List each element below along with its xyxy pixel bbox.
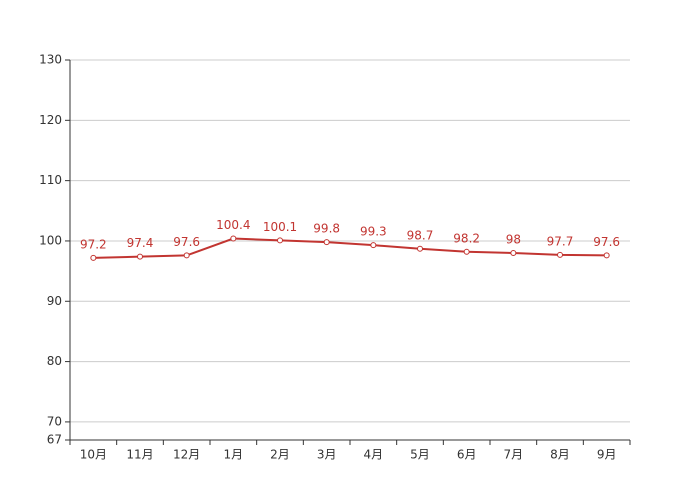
x-tick-label: 3月 [317,448,337,462]
value-label: 97.2 [80,237,107,251]
value-label: 97.7 [547,234,574,248]
x-tick-label: 12月 [173,448,200,462]
y-tick-label: 130 [39,53,62,67]
point [603,252,610,259]
point [323,239,330,246]
value-label: 98.7 [407,228,434,242]
x-tick-label: 2月 [270,448,290,462]
point [463,248,470,255]
x-tick-label: 10月 [80,448,107,462]
x-tick-label: 5月 [410,448,430,462]
value-label: 98 [506,233,521,247]
point [277,237,283,244]
y-tick-label: 90 [47,294,62,308]
x-tick-label: 7月 [504,448,524,462]
value-label: 99.8 [313,222,340,236]
x-tick-label: 4月 [364,448,384,462]
y-tick-label: 100 [39,233,62,247]
point [510,250,517,257]
y-tick-label: 80 [47,354,62,368]
line [93,237,607,259]
point [557,251,563,258]
point [230,235,237,242]
point [417,245,423,252]
value-label: 97.4 [127,236,154,250]
y-tick-label: 110 [39,173,62,187]
value-label: 100.4 [216,218,250,232]
x-tick-label: 9月 [597,448,617,462]
point [183,252,190,259]
point [137,253,143,260]
point [370,242,377,249]
y-tick-label: 70 [47,414,62,428]
x-tick-label: 11月 [126,448,153,462]
value-label: 97.6 [173,235,200,249]
value-label: 97.6 [593,235,620,249]
x-tick-label: 8月 [550,448,570,462]
x-tick-label: 6月 [457,448,477,462]
value-label: 100.1 [263,220,297,234]
value-label: 99.3 [360,225,387,239]
y-tick-label: 120 [39,113,62,127]
x-tick-label: 1月 [224,448,244,462]
y-tick-label: 67 [47,433,62,447]
point [90,254,97,261]
value-label: 98.2 [453,231,480,245]
